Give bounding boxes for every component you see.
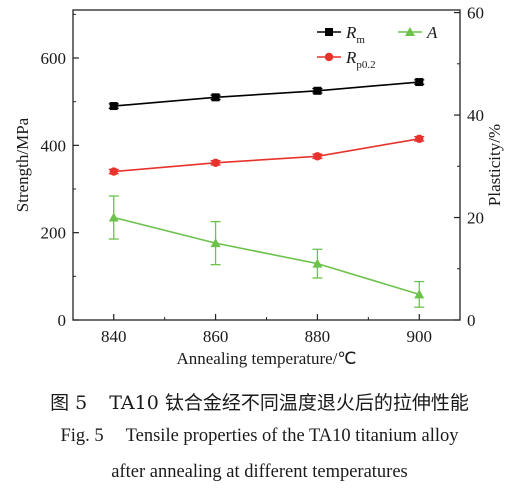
tensile-properties-chart: 0 200 400 600 0 20 40 60 840 860 880 900 Annealing t… [13,4,504,368]
x-tick-label: 840 [101,327,127,346]
y-right-tick-label: 40 [467,106,484,125]
figure-number-english: Fig. 5 [60,426,104,446]
legend-marker-a [405,27,415,36]
data-point-a [108,212,119,222]
y-left-tick-label: 200 [41,224,67,243]
legend-label-rp0-2: Rp0.2 [345,48,376,71]
data-point-rp0-2 [415,134,424,144]
y-right-tick-label: 20 [467,209,484,228]
x-tick-label: 880 [305,327,331,346]
series-line-rm [113,81,420,107]
legend-marker-rm [325,28,333,36]
series-line-rp0-2 [113,138,420,173]
plot-frame [72,9,461,321]
y-left-tick-label: 0 [58,311,67,330]
y-left-axis-label: Strength/MPa [13,117,32,212]
series-line-a [113,216,420,296]
caption-text-english-line2: after annealing at different temperature… [111,462,408,482]
figure-caption-chinese: 图 5 TA10 钛合金经不同温度退火后的拉伸性能 [0,388,519,415]
y-left-tick-label: 600 [41,49,67,68]
y-right-tick-label: 0 [467,311,476,330]
legend-label-a: A [426,23,438,42]
data-point-a [312,258,323,268]
data-point-rm [211,93,220,102]
data-point-rm [109,102,118,111]
x-tick-label: 900 [407,327,433,346]
y-right-tick-label: 60 [467,4,484,23]
data-point-rp0-2 [313,152,322,161]
data-point-a [210,238,221,248]
data-point-rp0-2 [109,167,118,176]
caption-text-chinese: TA10 钛合金经不同温度退火后的拉伸性能 [109,392,469,414]
data-point-rm [313,86,322,95]
data-point-rm [415,78,424,87]
data-point-rp0-2 [211,158,220,168]
figure-caption-english: Fig. 5 Tensile properties of the TA10 tit… [0,426,519,447]
figure-caption-english-line2: after annealing at different temperature… [0,462,519,483]
caption-text-english-line1: Tensile properties of the TA10 titanium … [125,426,459,446]
y-right-axis-label: Plasticity/% [485,124,504,206]
legend-marker-rp0-2 [324,52,334,62]
data-point-a [414,289,425,299]
x-tick-label: 860 [203,327,229,346]
x-axis-label: Annealing temperature/℃ [176,349,356,368]
figure-number-chinese: 图 5 [50,392,88,414]
y-left-tick-label: 400 [41,136,67,155]
legend-label-rm: Rm [345,23,365,46]
